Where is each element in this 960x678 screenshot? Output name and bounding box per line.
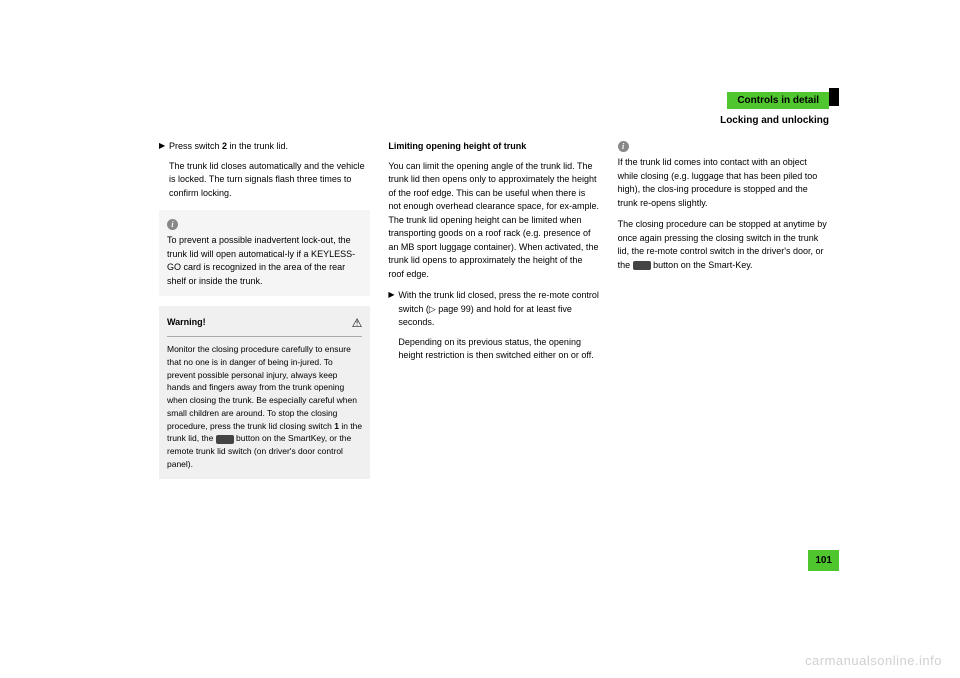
info-note: i To prevent a possible inadvertent lock… — [159, 210, 370, 296]
bullet-icon: ▶ — [388, 289, 398, 330]
section-title: Controls in detail — [727, 92, 829, 109]
warning-title: Warning! — [167, 316, 206, 330]
page-header: Controls in detail Locking and unlocking — [159, 90, 829, 126]
instruction-text: With the trunk lid closed, press the re-… — [398, 289, 599, 330]
info-note-plain: i If the trunk lid comes into contact wi… — [618, 140, 829, 272]
info-text: The closing procedure can be stopped at … — [618, 218, 829, 272]
instruction-text: Press switch 2 in the trunk lid. — [169, 140, 370, 154]
instruction-detail: Depending on its previous status, the op… — [398, 336, 599, 363]
content-columns: ▶ Press switch 2 in the trunk lid. The t… — [159, 140, 829, 479]
instruction-step: ▶ With the trunk lid closed, press the r… — [388, 289, 599, 330]
warning-header: Warning! ⚠ — [167, 314, 362, 337]
watermark: carmanualsonline.info — [805, 653, 942, 668]
trunk-button-icon — [216, 435, 234, 444]
info-icon: i — [167, 219, 178, 230]
info-text: If the trunk lid comes into contact with… — [618, 156, 829, 210]
column-1: ▶ Press switch 2 in the trunk lid. The t… — [159, 140, 370, 479]
info-icon: i — [618, 141, 629, 152]
warning-text: Monitor the closing procedure carefully … — [167, 343, 362, 471]
page-number: 101 — [808, 550, 839, 571]
info-text: To prevent a possible inadvertent lock-o… — [167, 234, 362, 288]
warning-note: Warning! ⚠ Monitor the closing procedure… — [159, 306, 370, 479]
instruction-step: ▶ Press switch 2 in the trunk lid. — [159, 140, 370, 154]
column-3: i If the trunk lid comes into contact wi… — [618, 140, 829, 479]
section-subtitle: Locking and unlocking — [159, 115, 829, 126]
column-heading: Limiting opening height of trunk — [388, 140, 599, 154]
trunk-button-icon — [633, 261, 651, 270]
paragraph: You can limit the opening angle of the t… — [388, 160, 599, 282]
manual-page: Controls in detail Locking and unlocking… — [159, 90, 829, 479]
instruction-detail: The trunk lid closes automatically and t… — [169, 160, 370, 201]
bullet-icon: ▶ — [159, 140, 169, 154]
column-2: Limiting opening height of trunk You can… — [388, 140, 599, 479]
warning-triangle-icon: ⚠ — [352, 314, 363, 332]
section-tab — [829, 88, 839, 106]
